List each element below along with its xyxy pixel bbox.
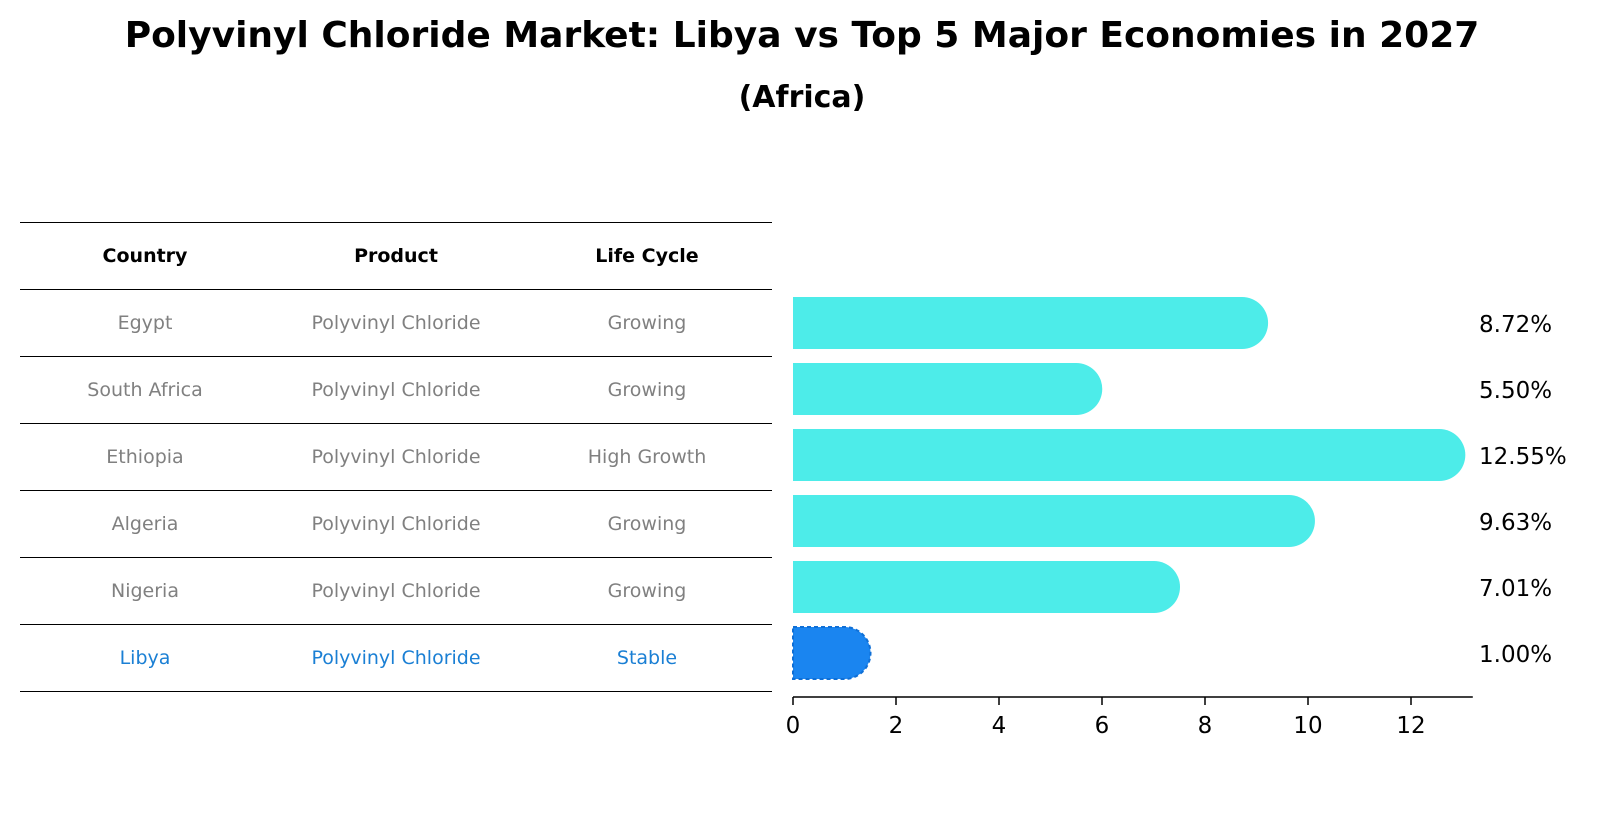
table-header-row: Country Product Life Cycle <box>20 222 772 289</box>
x-tick-label: 12 <box>1396 713 1425 739</box>
table-row: Nigeria Polyvinyl Chloride Growing <box>20 557 772 624</box>
life-cycle-cell: Growing <box>607 513 687 535</box>
table-row: South Africa Polyvinyl Chloride Growing <box>20 356 772 423</box>
data-label: 12.55% <box>1479 444 1567 470</box>
header-product: Product <box>354 245 438 267</box>
x-tick-label: 10 <box>1293 713 1322 739</box>
product-cell: Polyvinyl Chloride <box>311 379 481 401</box>
country-cell: Egypt <box>117 312 173 334</box>
x-tick-label: 4 <box>992 713 1007 739</box>
product-cell: Polyvinyl Chloride <box>311 647 481 669</box>
country-cell: Ethiopia <box>106 446 184 468</box>
header-life-cycle: Life Cycle <box>595 245 699 267</box>
life-cycle-cell: Growing <box>607 312 687 334</box>
data-label: 5.50% <box>1479 378 1552 404</box>
x-tick-label: 6 <box>1095 713 1110 739</box>
product-cell: Polyvinyl Chloride <box>311 446 481 468</box>
bar-ethiopia <box>793 429 1466 481</box>
chart-title: Polyvinyl Chloride Market: Libya vs Top … <box>124 15 1480 56</box>
country-table: Country Product Life Cycle Egypt Polyvin… <box>20 222 772 692</box>
product-cell: Polyvinyl Chloride <box>311 513 481 535</box>
chart-subtitle: (Africa) <box>738 80 866 115</box>
data-label: 8.72% <box>1479 312 1552 338</box>
life-cycle-cell: High Growth <box>587 446 707 468</box>
country-cell: Algeria <box>111 513 179 535</box>
product-cell: Polyvinyl Chloride <box>311 580 481 602</box>
x-tick-label: 8 <box>1198 713 1213 739</box>
header-country: Country <box>102 245 188 267</box>
table-row: Ethiopia Polyvinyl Chloride High Growth <box>20 423 772 490</box>
product-cell: Polyvinyl Chloride <box>311 312 481 334</box>
bar-nigeria <box>793 561 1181 613</box>
life-cycle-cell: Growing <box>607 580 687 602</box>
x-tick-label: 2 <box>889 713 904 739</box>
data-label: 1.00% <box>1479 642 1552 668</box>
bar-algeria <box>793 495 1315 547</box>
data-label: 7.01% <box>1479 576 1552 602</box>
x-tick-label: 0 <box>786 713 801 739</box>
data-label: 9.63% <box>1479 510 1552 536</box>
life-cycle-cell: Growing <box>607 379 687 401</box>
country-cell: Nigeria <box>111 580 179 602</box>
table-row-highlight: Libya Polyvinyl Chloride Stable <box>20 624 772 692</box>
country-cell: Libya <box>119 647 171 669</box>
bar-south-africa <box>793 363 1103 415</box>
country-cell: South Africa <box>87 379 203 401</box>
table-row: Egypt Polyvinyl Chloride Growing <box>20 289 772 356</box>
bar-egypt <box>793 297 1269 349</box>
bar-libya <box>792 626 872 680</box>
life-cycle-cell: Stable <box>616 647 678 669</box>
table-row: Algeria Polyvinyl Chloride Growing <box>20 490 772 557</box>
